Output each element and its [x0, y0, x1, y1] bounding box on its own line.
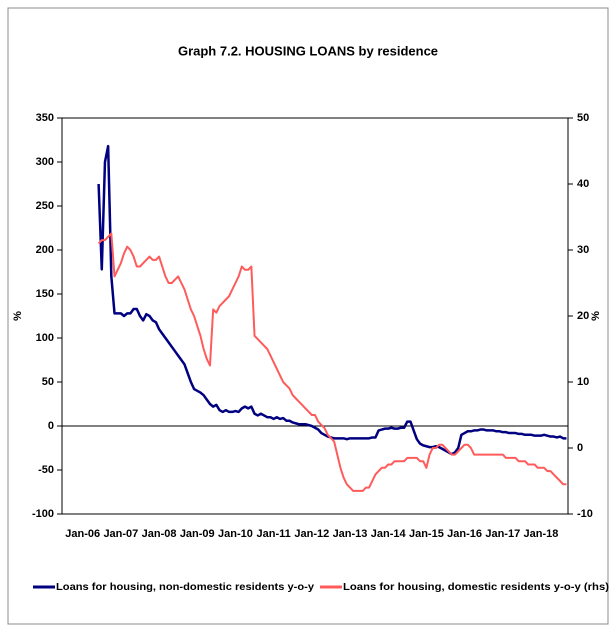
x-tick-label: Jan-09 — [180, 528, 215, 540]
x-tick-label: Jan-08 — [142, 528, 177, 540]
y-tick-label: 150 — [36, 288, 54, 300]
y-tick-label: 250 — [36, 200, 54, 212]
y2-tick-label: 50 — [577, 112, 589, 124]
y2-axis-label: % — [590, 311, 602, 321]
y-tick-label: 50 — [42, 376, 54, 388]
x-tick-label: Jan-15 — [409, 528, 444, 540]
y2-tick-label: 30 — [577, 244, 589, 256]
y2-tick-label: -10 — [577, 508, 593, 520]
y2-tick-label: 0 — [577, 442, 583, 454]
x-tick-label: Jan-13 — [333, 528, 368, 540]
x-tick-label: Jan-06 — [65, 528, 100, 540]
x-tick-label: Jan-10 — [218, 528, 253, 540]
y2-tick-label: 40 — [577, 178, 589, 190]
y-tick-label: 350 — [36, 112, 54, 124]
x-tick-label: Jan-12 — [294, 528, 329, 540]
x-tick-label: Jan-17 — [485, 528, 520, 540]
y2-tick-label: 10 — [577, 376, 589, 388]
y-tick-label: -100 — [32, 508, 54, 520]
x-tick-label: Jan-11 — [257, 528, 291, 540]
x-tick-label: Jan-07 — [103, 528, 138, 540]
y-tick-label: 0 — [48, 420, 54, 432]
series-line — [97, 232, 567, 492]
y2-tick-label: 20 — [577, 310, 589, 322]
x-tick-label: Jan-14 — [371, 528, 407, 540]
series-line — [97, 144, 567, 456]
y-tick-label: 200 — [36, 244, 54, 256]
y-tick-label: 300 — [36, 156, 54, 168]
y-axis-label: % — [12, 311, 24, 321]
chart-title: Graph 7.2. HOUSING LOANS by residence — [178, 43, 438, 58]
chart-border — [7, 7, 609, 625]
legend-label: Loans for housing, non-domestic resident… — [56, 581, 314, 593]
x-tick-label: Jan-16 — [447, 528, 482, 540]
y-tick-label: 100 — [36, 332, 54, 344]
x-tick-label: Jan-18 — [524, 528, 559, 540]
y-tick-label: -50 — [38, 464, 54, 476]
legend-label: Loans for housing, domestic residents y-… — [343, 581, 609, 593]
